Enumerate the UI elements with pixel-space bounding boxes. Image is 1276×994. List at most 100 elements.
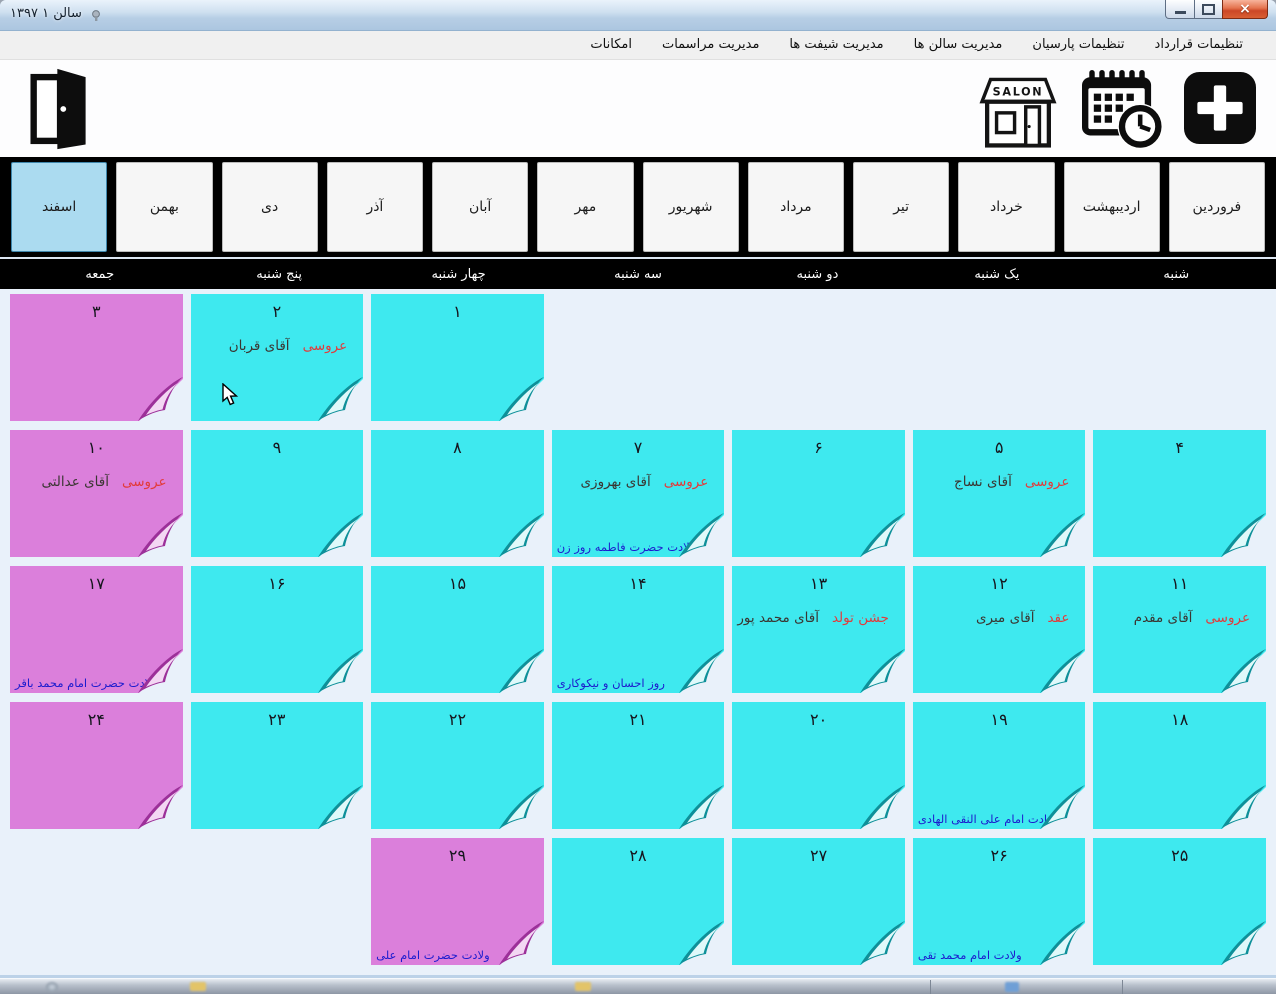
day-cell[interactable]: ۱۱ عروسی آقای مقدم bbox=[1093, 566, 1266, 693]
weekday-label-2: یک شنبه bbox=[974, 266, 1020, 282]
event-type: عروسی bbox=[1205, 610, 1250, 626]
maximize-button[interactable] bbox=[1195, 0, 1222, 19]
menu-item-4[interactable]: مدیریت شیفت ها bbox=[789, 37, 884, 52]
month-tab-label: دی bbox=[261, 199, 279, 215]
calendar-clock-icon[interactable] bbox=[1080, 70, 1164, 154]
exit-door-icon[interactable] bbox=[28, 68, 94, 154]
day-cell[interactable]: ۱۰ عروسی آقای عدالتی bbox=[10, 430, 183, 557]
month-tab-9[interactable]: آذر bbox=[326, 162, 423, 252]
page-curl-icon bbox=[679, 921, 725, 965]
month-tab-12[interactable]: اسفند bbox=[11, 162, 108, 252]
day-number: ۸ bbox=[453, 438, 462, 457]
month-tab-6[interactable]: شهریور bbox=[642, 162, 739, 252]
day-cell[interactable]: ۲۳ bbox=[190, 702, 364, 829]
salon-store-icon[interactable]: SALON bbox=[976, 76, 1060, 152]
add-button[interactable] bbox=[1184, 72, 1256, 148]
day-cell[interactable]: ۴ bbox=[1093, 430, 1266, 557]
day-cell[interactable]: ۱۳ جشن تولد آقای محمد پور bbox=[732, 566, 905, 693]
month-tab-3[interactable]: خرداد bbox=[958, 162, 1055, 252]
titlebar[interactable]: سالن ۱ ۱۳۹۷ × bbox=[0, 0, 1276, 31]
taskbar-icon[interactable] bbox=[575, 982, 591, 991]
day-cell-empty bbox=[191, 838, 364, 965]
taskbar-icon[interactable] bbox=[190, 982, 206, 991]
window-title: سالن ۱ ۱۳۹۷ bbox=[10, 6, 82, 21]
month-tab-11[interactable]: بهمن bbox=[116, 162, 213, 252]
day-cell[interactable]: ۲۲ bbox=[371, 702, 544, 829]
day-cell[interactable]: ۹ bbox=[190, 430, 364, 557]
day-cell[interactable]: ۱۵ bbox=[371, 566, 544, 693]
month-tab-4[interactable]: تیر bbox=[853, 162, 950, 252]
month-tab-10[interactable]: دی bbox=[221, 162, 318, 252]
day-number: ۲۶ bbox=[990, 846, 1008, 865]
month-tab-5[interactable]: مرداد bbox=[747, 162, 844, 252]
month-tab-label: مرداد bbox=[780, 199, 812, 215]
page-curl-icon bbox=[498, 649, 544, 693]
holiday-label: ولادت امام محمد تقی bbox=[917, 948, 1022, 962]
taskbar[interactable] bbox=[0, 978, 1276, 994]
day-number: ۱۷ bbox=[87, 574, 105, 593]
day-cell[interactable]: ۲۸ bbox=[551, 838, 725, 965]
day-cell[interactable]: ۲۹ ولادت حضرت امام علی bbox=[371, 838, 544, 965]
day-number: ۲ bbox=[272, 302, 282, 321]
day-number: ۱ bbox=[453, 302, 462, 321]
day-cell[interactable]: ۱ bbox=[371, 294, 544, 421]
day-cell[interactable]: ۱۲ عقد آقای میری bbox=[912, 566, 1086, 693]
event-type: عروسی bbox=[121, 474, 167, 490]
day-cell[interactable]: ۲ عروسی آقای قربان bbox=[190, 294, 364, 421]
day-cell[interactable]: ۲۰ bbox=[732, 702, 905, 829]
day-cell[interactable]: ۲۱ bbox=[551, 702, 725, 829]
event-type: عروسی bbox=[1024, 474, 1070, 490]
day-cell[interactable]: ۱۷ ولادت حضرت امام محمد باقر bbox=[10, 566, 183, 693]
taskbar-icon[interactable] bbox=[46, 982, 58, 992]
day-cell[interactable]: ۸ bbox=[371, 430, 544, 557]
month-tab-label: بهمن bbox=[149, 199, 179, 215]
day-cell[interactable]: ۲۴ bbox=[10, 702, 183, 829]
menu-item-1[interactable]: تنظیمات قرارداد bbox=[1154, 37, 1243, 52]
day-cell[interactable]: ۲۷ bbox=[732, 838, 905, 965]
page-curl-icon bbox=[318, 785, 364, 829]
day-number: ۲۱ bbox=[629, 710, 647, 729]
event-type: جشن تولد bbox=[831, 610, 889, 626]
day-number: ۷ bbox=[633, 438, 643, 457]
month-tab-1[interactable]: فروردین bbox=[1168, 162, 1265, 252]
day-cell[interactable]: ۲۵ bbox=[1093, 838, 1266, 965]
day-cell[interactable]: ۱۶ bbox=[190, 566, 364, 693]
month-tab-label: تیر bbox=[893, 199, 910, 215]
month-tab-2[interactable]: اردیبهشت bbox=[1063, 162, 1160, 252]
day-cell[interactable]: ۳ bbox=[10, 294, 183, 421]
page-curl-icon bbox=[1221, 513, 1266, 557]
holiday-label: روز احسان و نیکوکاری bbox=[556, 676, 665, 690]
day-cell[interactable]: ۶ bbox=[732, 430, 905, 557]
month-tab-7[interactable]: مهر bbox=[537, 162, 634, 252]
page-curl-icon bbox=[859, 785, 905, 829]
weekday-label-6: پنج شنبه bbox=[256, 266, 303, 282]
page-curl-icon bbox=[318, 513, 364, 557]
day-cell[interactable]: ۱۸ bbox=[1093, 702, 1266, 829]
day-cell[interactable]: ۱۴ روز احسان و نیکوکاری bbox=[551, 566, 725, 693]
page-curl-icon bbox=[137, 785, 183, 829]
taskbar-icon[interactable] bbox=[1005, 982, 1019, 992]
page-curl-icon bbox=[859, 921, 905, 965]
menu-item-6[interactable]: امکانات bbox=[590, 37, 632, 52]
menu-item-3[interactable]: مدیریت سالن ها bbox=[913, 37, 1003, 52]
page-curl-icon bbox=[498, 921, 544, 965]
menu-bar: تنظیمات قرارداد تنظیمات پارسیان مدیریت سال… bbox=[0, 31, 1276, 60]
weekday-label-4: سه شنبه bbox=[614, 266, 662, 282]
day-number: ۹ bbox=[272, 438, 282, 457]
minimize-button[interactable] bbox=[1165, 0, 1195, 19]
titlebar-left: سالن ۱ ۱۳۹۷ bbox=[10, 6, 103, 21]
menu-item-5[interactable]: مدیریت مراسمات bbox=[661, 37, 760, 52]
month-tab-8[interactable]: آبان bbox=[432, 162, 529, 252]
maximize-icon bbox=[1202, 3, 1215, 15]
holiday-label: ولادت حضرت امام محمد باقر bbox=[15, 676, 157, 690]
menu-item-2[interactable]: تنظیمات پارسیان bbox=[1032, 37, 1125, 52]
page-curl-icon bbox=[318, 649, 364, 693]
day-cell[interactable]: ۷ عروسی آقای بهروزی ولادت حضرت فاطمه روز زن bbox=[551, 430, 725, 557]
month-tab-label: خرداد bbox=[990, 199, 1023, 215]
close-button[interactable]: × bbox=[1222, 0, 1268, 19]
day-cell[interactable]: ۵ عروسی آقای نساج bbox=[912, 430, 1086, 557]
day-number: ۱۳ bbox=[809, 574, 828, 593]
day-cell[interactable]: ۲۶ ولادت امام محمد تقی bbox=[912, 838, 1086, 965]
day-number: ۲۰ bbox=[809, 710, 828, 729]
day-cell[interactable]: ۱۹ شهادت امام علی النقی الهادی bbox=[912, 702, 1086, 829]
